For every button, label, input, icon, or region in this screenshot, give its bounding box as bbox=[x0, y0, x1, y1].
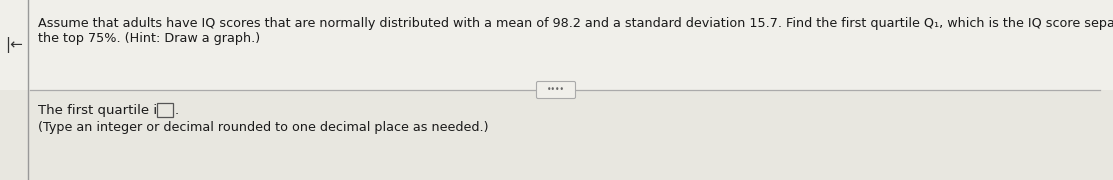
Text: Assume that adults have IQ scores that are normally distributed with a mean of 9: Assume that adults have IQ scores that a… bbox=[38, 17, 1113, 30]
Text: |←: |← bbox=[6, 37, 23, 53]
Text: The first quartile is: The first quartile is bbox=[38, 104, 168, 117]
Text: (Type an integer or decimal rounded to one decimal place as needed.): (Type an integer or decimal rounded to o… bbox=[38, 121, 489, 134]
FancyBboxPatch shape bbox=[536, 82, 575, 98]
Text: .: . bbox=[175, 104, 179, 117]
Text: the top 75%. (Hint: Draw a graph.): the top 75%. (Hint: Draw a graph.) bbox=[38, 32, 260, 45]
Text: ••••: •••• bbox=[546, 86, 565, 94]
Bar bbox=[0, 90, 1113, 180]
Bar bbox=[157, 103, 173, 117]
Bar bbox=[0, 0, 1113, 90]
